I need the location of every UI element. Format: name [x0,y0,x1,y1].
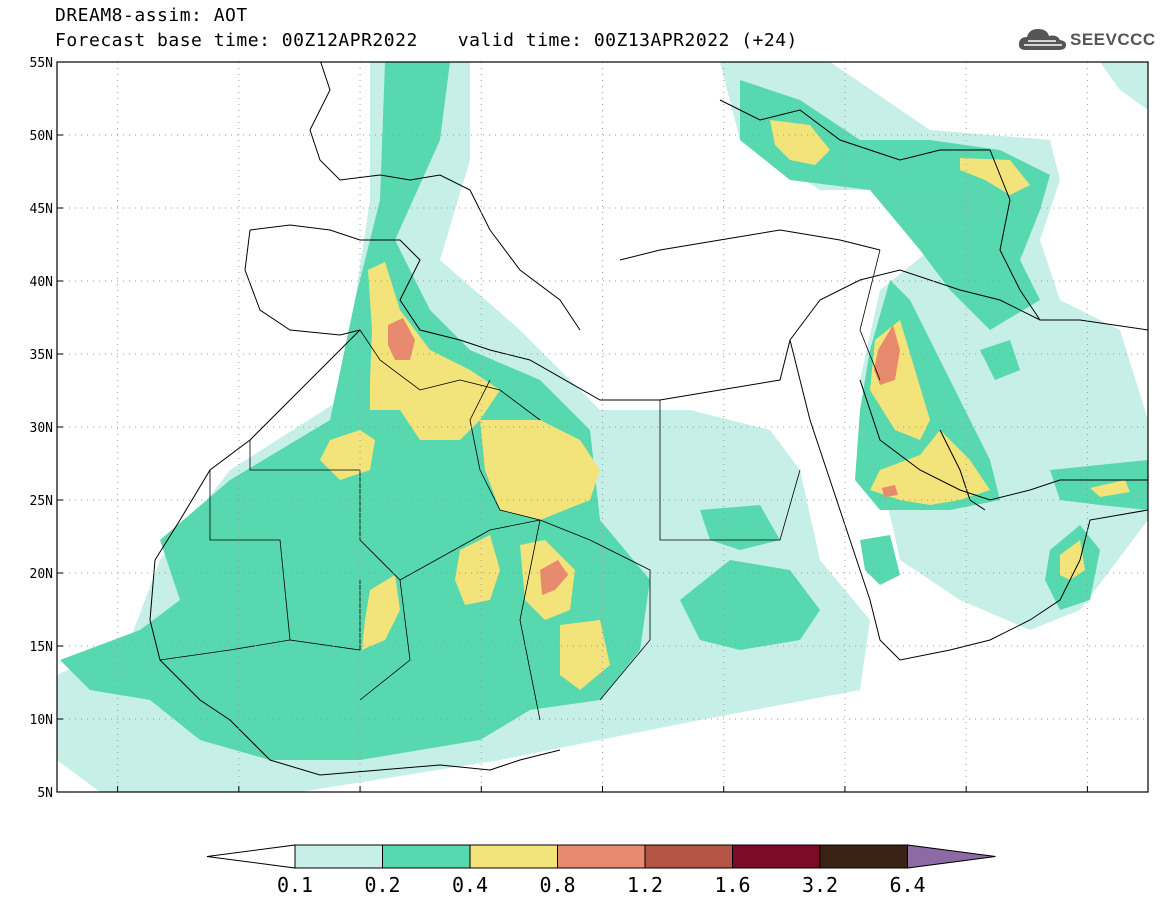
colorbar-box [382,844,471,869]
lat-label: 15N [30,640,53,655]
colorbar-box [557,844,646,869]
lat-label: 55N [30,56,53,71]
colorbar-box [294,844,383,869]
lat-label: 5N [37,786,53,800]
lat-label: 30N [30,421,53,436]
aot-shading [57,62,1148,792]
colorbar-label: 1.2 [627,873,663,897]
lat-label: 45N [30,202,53,217]
colorbar-label: 0.4 [452,873,488,897]
lat-label: 50N [30,129,53,144]
colorbar-label: 6.4 [889,873,925,897]
colorbar-box [469,844,558,869]
forecast-times: Forecast base time: 00Z12APR2022 valid ti… [55,31,798,51]
lat-label: 40N [30,275,53,290]
colorbar-label: 1.6 [714,873,750,897]
latitude-labels: 55N 50N 45N 40N 35N 30N 25N 20N 15N 10N 5N [30,56,53,800]
lat-label: 25N [30,494,53,509]
colorbar-label: 0.8 [539,873,575,897]
colorbar-label: 0.1 [277,873,313,897]
colorbar-box [732,844,821,869]
cloud-icon [1018,29,1067,50]
coastlines [149,62,1148,776]
seevccc-logo: SEEVCCC [1016,24,1156,56]
colorbar-label: 0.2 [364,873,400,897]
map-title: DREAM8-assim: AOT [55,5,248,26]
base-time: Forecast base time: 00Z12APR2022 [55,30,418,51]
valid-time: valid time: 00Z13APR2022 (+24) [457,30,798,51]
colorbar-box [819,844,908,869]
lat-label: 20N [30,567,53,582]
colorbar-box [644,844,733,869]
logo-text: SEEVCCC [1070,30,1156,49]
colorbar-low-arrow [206,844,296,869]
lat-label: 10N [30,713,53,728]
colorbar-high-arrow [907,844,996,869]
country-borders [159,249,881,721]
lat-label: 35N [30,348,53,363]
colorbar-label: 3.2 [802,873,838,897]
